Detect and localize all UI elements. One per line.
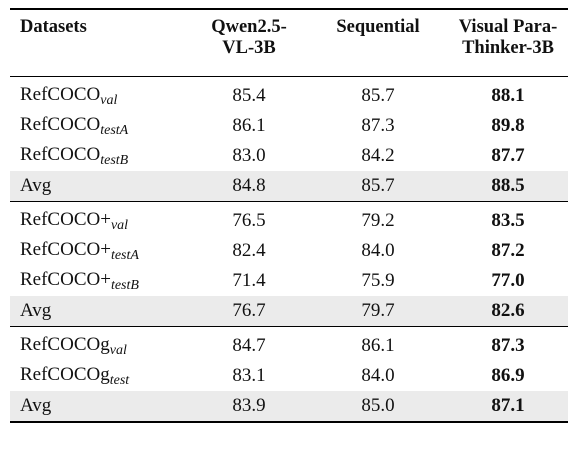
dataset-name: RefCOCOg	[20, 333, 110, 355]
dataset-cell: RefCOCOtestB	[10, 141, 190, 171]
table-row: RefCOCOtestA 86.1 87.3 89.8	[10, 111, 568, 141]
header-line: Datasets	[20, 17, 87, 37]
score-cell: 85.4	[232, 85, 266, 106]
table-row: RefCOCOgval 84.7 86.1 87.3	[10, 327, 568, 362]
dataset-split: val	[109, 342, 127, 358]
dataset-name: RefCOCO	[20, 83, 101, 105]
header-row: Datasets Qwen2.5- VL-3B Sequential Visual Pa…	[10, 9, 568, 77]
table-row: Avg 76.7 79.7 82.6	[10, 296, 568, 327]
score-cell: 85.0	[308, 391, 448, 422]
column-header: Sequential	[308, 9, 448, 77]
row-group: RefCOCO+val 76.5 79.2 83.5 RefCOCO+testA 82.4…	[10, 202, 568, 327]
score-cell: 76.7	[190, 296, 308, 327]
score-cell: 82.4	[232, 240, 266, 261]
score-cell: 87.7	[491, 145, 525, 166]
score-cell: 88.1	[491, 85, 525, 106]
results-table: Datasets Qwen2.5- VL-3B Sequential Visual Pa…	[10, 8, 568, 423]
score-cell: 85.7	[308, 171, 448, 202]
score-cell: 85.7	[361, 85, 395, 106]
dataset-cell: RefCOCO+testB	[10, 266, 190, 296]
score-cell: 87.2	[491, 240, 525, 261]
score-cell: 79.2	[361, 210, 395, 231]
header-line: Qwen2.5-	[211, 17, 287, 37]
dataset-cell: RefCOCOval	[10, 77, 190, 112]
dataset-cell: Avg	[10, 391, 190, 422]
score-cell: 86.9	[491, 365, 525, 386]
dataset-cell: Avg	[10, 296, 190, 327]
score-cell: 84.0	[361, 365, 395, 386]
score-cell: 89.8	[491, 115, 525, 136]
table-row: RefCOCO+testA 82.4 84.0 87.2	[10, 236, 568, 266]
dataset-cell: Avg	[10, 171, 190, 202]
table-row: RefCOCOgtest 83.1 84.0 86.9	[10, 361, 568, 391]
dataset-name: Avg	[20, 175, 52, 196]
dataset-name: RefCOCO+	[20, 268, 111, 290]
score-cell: 75.9	[361, 270, 395, 291]
dataset-cell: RefCOCOgval	[10, 327, 190, 362]
dataset-name: RefCOCO+	[20, 208, 111, 230]
score-cell: 84.0	[361, 240, 395, 261]
table-row: Avg 84.8 85.7 88.5	[10, 171, 568, 202]
table-row: Avg 83.9 85.0 87.1	[10, 391, 568, 422]
header-line: Sequential	[336, 17, 420, 37]
dataset-split: testA	[100, 122, 129, 138]
row-group: RefCOCOgval 84.7 86.1 87.3 RefCOCOgtest 83.1 8…	[10, 327, 568, 422]
score-cell: 87.3	[361, 115, 395, 136]
dataset-name: Avg	[20, 395, 52, 416]
score-cell: 83.1	[232, 365, 266, 386]
header-line: VL-3B	[222, 38, 276, 58]
score-cell: 87.1	[448, 391, 568, 422]
score-cell: 86.1	[361, 335, 395, 356]
score-cell: 84.2	[361, 145, 395, 166]
header-line: Visual Para-	[458, 17, 558, 37]
dataset-name: RefCOCO	[20, 113, 101, 135]
dataset-split: testB	[110, 277, 139, 293]
score-cell: 84.7	[232, 335, 266, 356]
dataset-name: RefCOCO+	[20, 238, 111, 260]
dataset-split: testB	[100, 152, 129, 168]
table-row: RefCOCO+testB 71.4 75.9 77.0	[10, 266, 568, 296]
dataset-cell: RefCOCOtestA	[10, 111, 190, 141]
score-cell: 83.5	[491, 210, 525, 231]
score-cell: 71.4	[232, 270, 266, 291]
dataset-name: RefCOCO	[20, 143, 101, 165]
column-header: Qwen2.5- VL-3B	[190, 9, 308, 77]
dataset-split: test	[109, 372, 130, 388]
score-cell: 86.1	[232, 115, 266, 136]
score-cell: 84.8	[190, 171, 308, 202]
score-cell: 79.7	[308, 296, 448, 327]
dataset-cell: RefCOCOgtest	[10, 361, 190, 391]
table-row: RefCOCOtestB 83.0 84.2 87.7	[10, 141, 568, 171]
dataset-split: testA	[110, 247, 139, 263]
dataset-name: RefCOCOg	[20, 363, 110, 385]
score-cell: 83.0	[232, 145, 266, 166]
column-header: Visual Para- Thinker-3B	[448, 9, 568, 77]
score-cell: 87.3	[491, 335, 525, 356]
score-cell: 83.9	[190, 391, 308, 422]
score-cell: 88.5	[448, 171, 568, 202]
dataset-split: val	[110, 217, 129, 233]
column-header: Datasets	[10, 9, 190, 77]
dataset-split: val	[100, 92, 118, 108]
dataset-cell: RefCOCO+val	[10, 202, 190, 237]
score-cell: 82.6	[448, 296, 568, 327]
dataset-cell: RefCOCO+testA	[10, 236, 190, 266]
dataset-name: Avg	[20, 300, 52, 321]
table-row: RefCOCOval 85.4 85.7 88.1	[10, 77, 568, 112]
score-cell: 77.0	[491, 270, 525, 291]
table-row: RefCOCO+val 76.5 79.2 83.5	[10, 202, 568, 237]
header-line: Thinker-3B	[462, 38, 554, 58]
row-group: RefCOCOval 85.4 85.7 88.1 RefCOCOtestA 86.1 87…	[10, 77, 568, 202]
table-header: Datasets Qwen2.5- VL-3B Sequential Visual Pa…	[10, 9, 568, 77]
score-cell: 76.5	[232, 210, 266, 231]
